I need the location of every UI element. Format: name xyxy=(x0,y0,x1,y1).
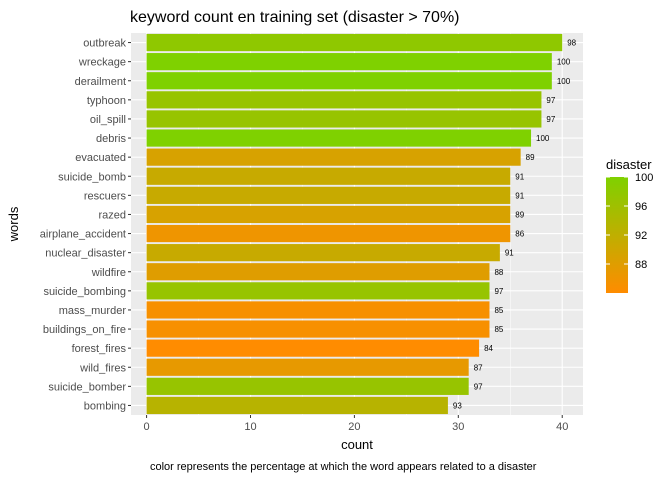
legend-colorbar xyxy=(606,177,628,293)
y-tick-label: bombing xyxy=(84,400,126,412)
bar-value-label: 86 xyxy=(515,230,524,239)
color-legend: disaster 88 92 96 100 xyxy=(606,157,653,293)
legend-tick-label: 92 xyxy=(635,230,647,242)
bar-mass_murder xyxy=(146,301,490,319)
legend-title: disaster xyxy=(606,157,652,172)
x-tick-labels: 0 10 20 30 40 xyxy=(144,415,568,433)
x-tick-label: 40 xyxy=(556,421,568,433)
bar-value-label: 88 xyxy=(494,268,503,277)
bar-buildings_on_fire xyxy=(146,320,490,338)
y-tick-label: forest_fires xyxy=(72,343,127,355)
y-tick-label: derailment xyxy=(75,76,126,88)
y-tick-labels: outbreak wreckage derailment typhoon oil_spi… xyxy=(40,38,131,412)
y-tick-label: suicide_bomb xyxy=(58,171,126,183)
bar-forest_fires xyxy=(146,339,480,357)
bar-value-label: 97 xyxy=(546,96,555,105)
bar-value-label: 100 xyxy=(536,134,550,143)
bar-value-label: 91 xyxy=(515,191,524,200)
bar-value-label: 85 xyxy=(494,325,503,334)
bar-wildfire xyxy=(146,263,490,281)
y-tick-label: outbreak xyxy=(83,38,126,50)
bar-suicide_bomb xyxy=(146,167,511,185)
bar-value-label: 85 xyxy=(494,306,503,315)
x-tick-label: 0 xyxy=(144,421,150,433)
bar-bombing xyxy=(146,396,448,415)
y-axis-title: words xyxy=(6,206,21,242)
bar-value-label: 97 xyxy=(494,287,503,296)
bar-value-label: 89 xyxy=(526,153,535,162)
x-tick-label: 30 xyxy=(452,421,464,433)
bar-suicide_bomber xyxy=(146,377,469,395)
bar-wild_fires xyxy=(146,358,469,376)
chart-title: keyword count en training set (disaster … xyxy=(130,9,460,26)
y-tick-label: suicide_bomber xyxy=(48,381,126,393)
bar-suicide_bombing xyxy=(146,282,490,300)
y-tick-label: wreckage xyxy=(78,57,126,69)
plot-panel xyxy=(131,33,583,415)
bar-airplane_accident xyxy=(146,224,511,243)
bar-value-label: 91 xyxy=(505,249,514,258)
bar-value-label: 100 xyxy=(557,58,571,67)
y-tick-label: buildings_on_fire xyxy=(43,324,126,336)
bars xyxy=(146,33,563,415)
bar-typhoon xyxy=(146,91,542,109)
x-tick-label: 10 xyxy=(244,421,256,433)
bar-razed xyxy=(146,205,511,224)
y-tick-label: mass_murder xyxy=(59,305,127,317)
bar-value-label: 97 xyxy=(474,382,483,391)
bar-value-label: 100 xyxy=(557,77,571,86)
bar-value-label: 98 xyxy=(567,39,576,48)
y-tick-label: wild_fires xyxy=(79,362,126,374)
y-tick-label: debris xyxy=(96,133,126,145)
legend-tick-label: 88 xyxy=(635,259,647,271)
bar-value-label: 84 xyxy=(484,344,493,353)
legend-tick-label: 96 xyxy=(635,201,647,213)
bar-value-label: 89 xyxy=(515,210,524,219)
y-tick-label: evacuated xyxy=(75,152,126,164)
chart-caption: color represents the percentage at which… xyxy=(150,461,537,473)
x-axis-title: count xyxy=(341,437,373,452)
bar-debris xyxy=(146,129,532,147)
y-tick-label: oil_spill xyxy=(90,114,126,126)
bar-value-label: 93 xyxy=(453,401,462,410)
bar-value-label: 97 xyxy=(546,115,555,124)
bar-nuclear_disaster xyxy=(146,244,500,262)
bar-derailment xyxy=(146,72,552,90)
y-tick-label: nuclear_disaster xyxy=(45,248,126,260)
bar-rescuers xyxy=(146,186,511,204)
y-tick-label: typhoon xyxy=(87,95,126,107)
bar-oil_spill xyxy=(146,110,542,128)
y-tick-label: rescuers xyxy=(84,190,127,202)
y-tick-label: razed xyxy=(98,209,126,221)
legend-tick-label: 100 xyxy=(635,172,653,184)
bar-evacuated xyxy=(146,148,521,166)
bar-wreckage xyxy=(146,53,552,71)
y-tick-label: wildfire xyxy=(91,267,126,279)
y-tick-label: airplane_accident xyxy=(40,229,126,241)
bar-value-label: 87 xyxy=(474,363,483,372)
data-labels: 98 100 100 97 97 100 89 91 91 89 86 91 88 97 85 85 84 87 9… xyxy=(453,39,577,411)
x-tick-label: 20 xyxy=(348,421,360,433)
bar-outbreak xyxy=(146,33,563,52)
bar-value-label: 91 xyxy=(515,172,524,181)
y-tick-label: suicide_bombing xyxy=(43,286,126,298)
